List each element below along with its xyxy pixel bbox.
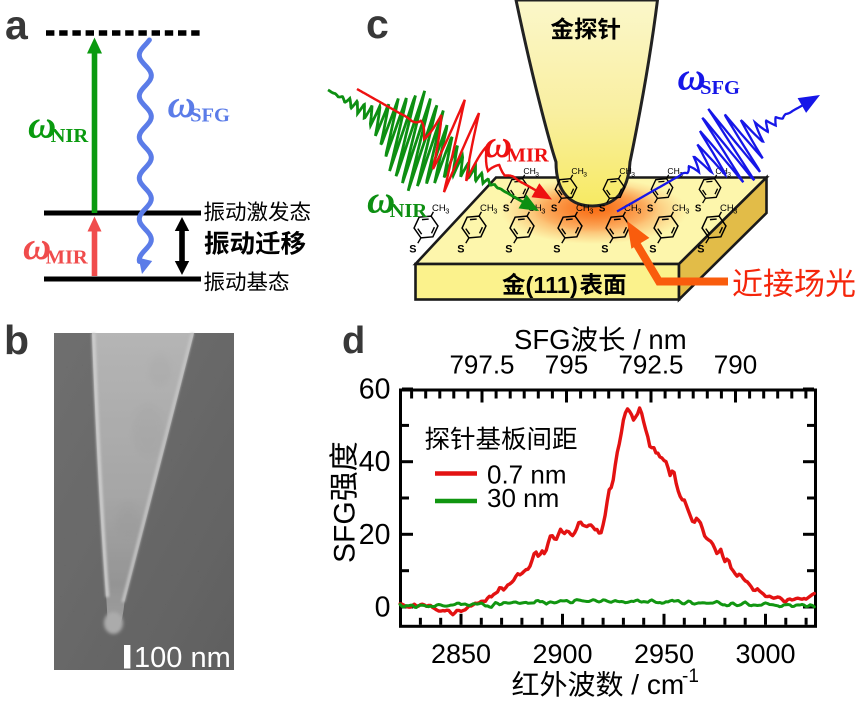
svg-text:MIR: MIR	[46, 247, 88, 269]
svg-text:-1: -1	[682, 666, 699, 687]
svg-text:d: d	[342, 320, 365, 362]
svg-text:2950: 2950	[634, 639, 694, 669]
svg-text:790: 790	[714, 350, 757, 380]
svg-text:60: 60	[359, 374, 391, 406]
svg-text:SFG: SFG	[700, 77, 740, 99]
svg-text:795: 795	[545, 350, 588, 380]
svg-text:797.5: 797.5	[449, 350, 514, 380]
svg-text:20: 20	[359, 519, 391, 551]
svg-text:ω: ω	[28, 104, 56, 147]
svg-text:MIR: MIR	[507, 145, 549, 167]
svg-text:100 nm: 100 nm	[134, 642, 231, 674]
svg-text:ω: ω	[367, 179, 395, 222]
svg-text:/ cm: / cm	[624, 669, 685, 700]
svg-text:2850: 2850	[431, 639, 491, 669]
svg-text:ω: ω	[23, 225, 51, 268]
svg-text:/ nm: / nm	[626, 324, 687, 355]
svg-text:40: 40	[359, 446, 391, 478]
svg-text:ω: ω	[678, 56, 706, 99]
svg-text:(111): (111)	[526, 272, 578, 298]
svg-text:30 nm: 30 nm	[487, 483, 559, 513]
svg-text:2900: 2900	[532, 639, 592, 669]
svg-text:b: b	[4, 317, 29, 363]
svg-text:SFG: SFG	[514, 324, 571, 355]
svg-text:a: a	[5, 2, 29, 48]
svg-text:792.5: 792.5	[618, 350, 683, 380]
svg-text:c: c	[366, 1, 389, 47]
svg-text:SFG: SFG	[329, 501, 362, 563]
svg-text:0: 0	[375, 592, 391, 624]
svg-text:3000: 3000	[735, 639, 795, 669]
svg-text:ω: ω	[168, 83, 196, 126]
svg-text:ω: ω	[484, 123, 512, 166]
svg-text:0.7 nm: 0.7 nm	[487, 460, 567, 490]
svg-text:NIR: NIR	[51, 125, 89, 147]
svg-text:SFG: SFG	[190, 105, 230, 127]
svg-text:NIR: NIR	[390, 200, 428, 222]
